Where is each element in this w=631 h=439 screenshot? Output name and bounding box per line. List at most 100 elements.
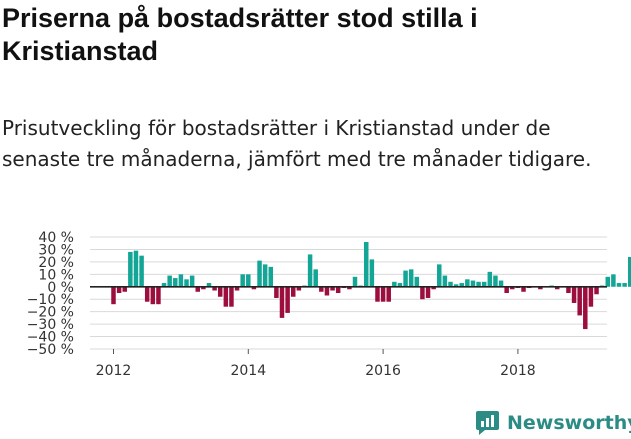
bar [437, 264, 442, 287]
bar [386, 286, 391, 302]
x-tick-label: 2014 [230, 363, 266, 379]
bar [212, 286, 217, 291]
bar [481, 281, 487, 287]
bar [403, 270, 408, 287]
bar [538, 286, 543, 290]
gridlines [90, 236, 607, 350]
bar [380, 286, 386, 302]
bar [504, 286, 509, 293]
bar [274, 286, 279, 298]
y-tick-label: −30 % [27, 317, 74, 333]
y-tick-label: 30 % [38, 242, 74, 258]
bar [459, 283, 464, 287]
bar [330, 286, 335, 291]
bar [622, 283, 627, 287]
y-tick-label: −10 % [27, 292, 74, 308]
bar [577, 286, 582, 316]
chart-subtitle: Prisutveckling för bostadsrätter i Krist… [2, 116, 592, 171]
bar [167, 275, 172, 287]
bar [566, 286, 571, 293]
bar [184, 279, 189, 287]
bar [364, 241, 369, 287]
bar [392, 281, 397, 287]
bar [375, 286, 380, 302]
bar [217, 286, 223, 297]
bar [229, 286, 234, 307]
bar [268, 266, 274, 287]
bar [313, 269, 318, 287]
bar [201, 286, 206, 290]
bar [611, 274, 616, 287]
y-tick-label: −40 % [27, 330, 74, 346]
bar [335, 286, 341, 293]
bar [414, 276, 420, 287]
chart-title: Priserna på bostadsrätter stod stilla i … [2, 3, 478, 66]
bars [111, 241, 631, 330]
bar [122, 286, 127, 292]
bar [352, 276, 358, 287]
x-axis-ticks: 20122014201620182020202220242026 [96, 349, 536, 379]
bar [442, 275, 448, 287]
bar [498, 280, 504, 287]
bar [285, 286, 290, 313]
newsworthy-logo-icon [476, 411, 499, 435]
bar [487, 271, 493, 287]
bar [347, 286, 352, 290]
bar [156, 286, 161, 305]
bar [476, 281, 481, 287]
bar [616, 283, 622, 287]
bar [431, 286, 436, 290]
bar [319, 286, 324, 292]
brand-name: Newsworthy [507, 412, 631, 434]
bar [397, 283, 403, 287]
bar [605, 276, 611, 287]
bar [408, 269, 414, 287]
bar [571, 286, 577, 303]
bar [173, 278, 178, 287]
bar [324, 286, 330, 296]
bar [448, 281, 453, 287]
bar [521, 286, 526, 292]
bar [257, 260, 262, 287]
y-tick-label: −20 % [27, 305, 74, 321]
bar [510, 286, 515, 290]
bar [111, 286, 116, 305]
x-tick-label: 2016 [365, 363, 401, 379]
bar [290, 286, 296, 297]
x-tick-label: 2012 [96, 363, 132, 379]
y-tick-label: 0 % [47, 280, 74, 296]
bar [240, 274, 245, 287]
bar [420, 286, 425, 300]
bar [453, 284, 459, 287]
bar [234, 286, 240, 291]
bar [262, 264, 268, 287]
bar [144, 286, 150, 302]
y-axis-ticks: 40 %30 %20 %10 %0 %−10 %−20 %−30 %−40 %−… [27, 230, 74, 358]
bar [139, 255, 144, 287]
bar [369, 259, 375, 287]
bar [128, 251, 133, 287]
y-tick-label: −50 % [27, 342, 74, 358]
bar [189, 275, 195, 287]
bar [425, 286, 431, 298]
bar [307, 254, 313, 287]
bar [594, 286, 599, 295]
bar [554, 286, 560, 290]
brand-logo[interactable]: Newsworthy [475, 408, 631, 438]
bar [296, 286, 302, 291]
bar [223, 286, 229, 307]
bar [279, 286, 285, 318]
y-tick-label: 10 % [38, 267, 74, 283]
bar-chart: 40 %30 %20 %10 %0 %−10 %−20 %−30 %−40 %−… [27, 230, 631, 379]
bar [178, 274, 184, 287]
bar [583, 286, 588, 330]
bar [493, 275, 498, 287]
bar [206, 283, 212, 287]
bar [246, 274, 251, 287]
bar [116, 286, 122, 293]
bar [251, 286, 257, 290]
x-tick-label: 2018 [500, 363, 536, 379]
bar [150, 286, 156, 305]
bar [161, 283, 167, 287]
bar [133, 250, 139, 287]
